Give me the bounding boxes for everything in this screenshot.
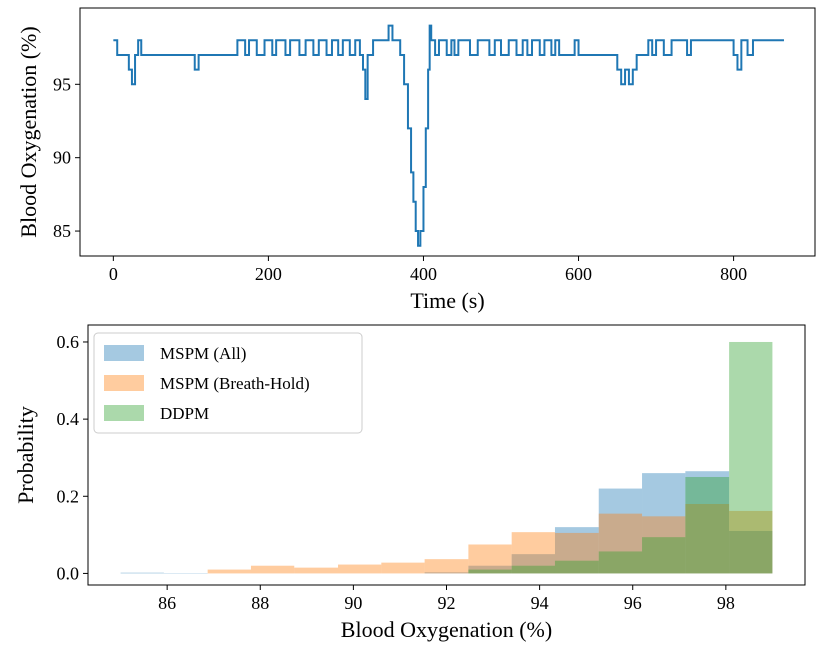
- y-tick-label: 0.6: [57, 332, 80, 352]
- y-tick-label: 0.2: [57, 486, 80, 506]
- bar: [294, 567, 339, 574]
- x-tick-label: 0: [109, 264, 118, 284]
- x-tick-label: 800: [720, 264, 747, 284]
- bar: [424, 572, 469, 574]
- y-tick-label: 85: [53, 221, 71, 241]
- plot-frame: [79, 7, 816, 257]
- bar: [511, 554, 555, 574]
- bar: [381, 562, 425, 574]
- x-axis-label: Blood Oxygenation (%): [341, 617, 552, 642]
- bar: [598, 551, 643, 574]
- line: [113, 24, 784, 247]
- bar: [338, 564, 382, 574]
- bar: [554, 527, 599, 574]
- bar: [598, 513, 643, 574]
- bar: [729, 341, 773, 574]
- bar: [729, 510, 773, 574]
- x-tick-label: 86: [158, 593, 176, 613]
- bar: [468, 544, 512, 574]
- x-tick-label: 600: [565, 264, 592, 284]
- x-tick-label: 90: [344, 593, 362, 613]
- bar: [642, 537, 686, 574]
- bar: [511, 532, 555, 574]
- bar: [468, 569, 512, 574]
- bar: [685, 476, 730, 574]
- legend-swatch: [104, 405, 144, 421]
- bar: [554, 560, 599, 574]
- bar: [207, 569, 251, 574]
- bar: [729, 530, 773, 574]
- x-axis-label: Time (s): [410, 288, 484, 313]
- bar: [250, 565, 295, 574]
- x-tick-label: 94: [531, 593, 549, 613]
- legend-swatch: [104, 375, 144, 391]
- legend-swatch: [104, 345, 144, 361]
- bar: [598, 488, 643, 574]
- y-axis-label: Probability: [13, 406, 38, 504]
- y-tick-label: 90: [53, 148, 71, 168]
- legend-label: MSPM (All): [160, 344, 246, 363]
- bar: [685, 471, 730, 574]
- bar: [554, 532, 599, 574]
- bar: [642, 516, 686, 574]
- bar: [685, 503, 730, 574]
- x-tick-label: 98: [717, 593, 735, 613]
- x-tick-label: 92: [438, 593, 456, 613]
- y-axis-label: Blood Oxygenation (%): [16, 26, 41, 237]
- bar: [424, 559, 469, 574]
- x-tick-label: 88: [251, 593, 269, 613]
- y-tick-label: 95: [53, 74, 71, 94]
- x-tick-label: 200: [255, 264, 282, 284]
- bar: [468, 565, 512, 574]
- x-tick-label: 96: [624, 593, 642, 613]
- y-tick-label: 0.0: [57, 563, 80, 583]
- bar: [511, 565, 555, 574]
- legend: MSPM (All) MSPM (Breath-Hold) DDPM: [93, 332, 363, 434]
- bar: [120, 572, 164, 574]
- bar: [642, 473, 686, 574]
- legend-label: MSPM (Breath-Hold): [160, 374, 310, 393]
- legend-label: DDPM: [160, 404, 209, 423]
- legend-box: [93, 332, 363, 434]
- x-tick-label: 400: [410, 264, 437, 284]
- y-tick-label: 0.4: [57, 409, 80, 429]
